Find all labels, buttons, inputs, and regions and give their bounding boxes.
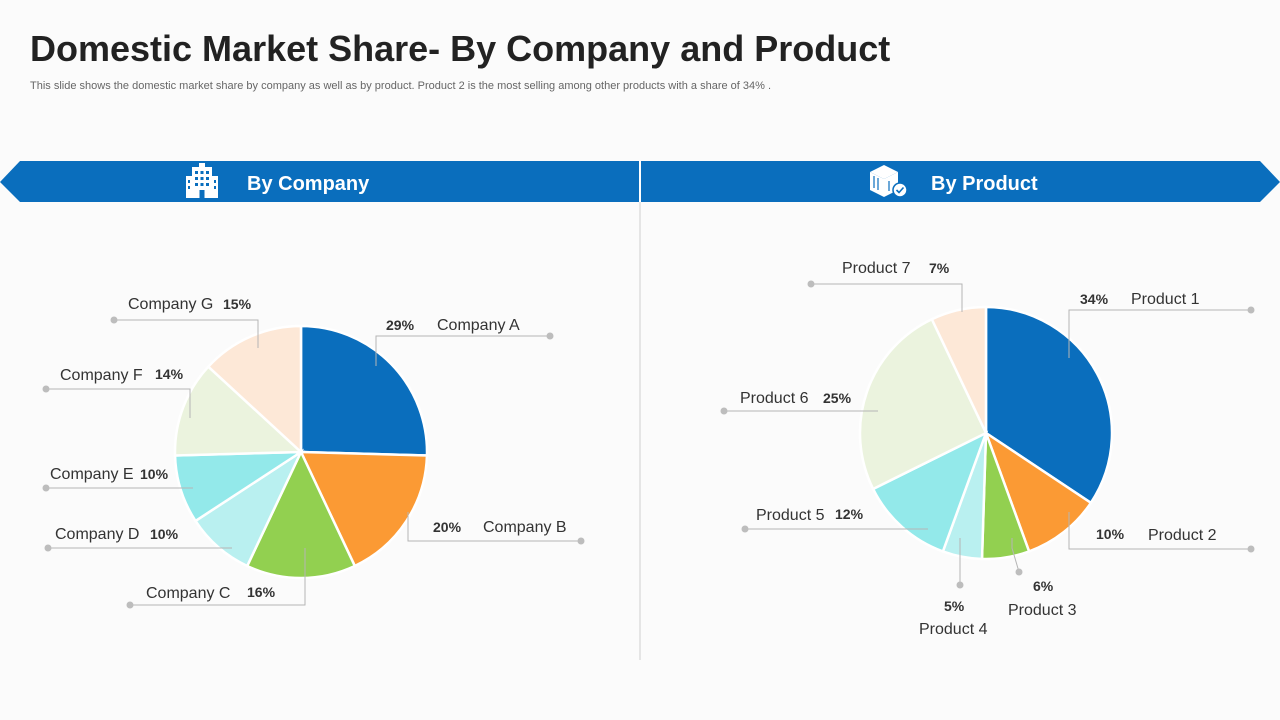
page-subtitle: This slide shows the domestic market sha… xyxy=(30,80,772,92)
data-label-product-2: 10% xyxy=(1096,526,1125,542)
leader-line-company-a xyxy=(375,335,550,366)
leader-line-company-g xyxy=(114,319,259,348)
building-icon xyxy=(186,163,218,198)
data-label-product-5: 12% xyxy=(835,506,864,522)
leader-dot-product-7 xyxy=(807,280,815,288)
leader-dot-company-f xyxy=(42,385,50,393)
category-label-product-6: Product 6 xyxy=(740,390,809,407)
category-label-product-1: Product 1 xyxy=(1131,291,1200,308)
section-banner: By Company By Product xyxy=(0,161,1280,202)
leader-line-company-f xyxy=(46,388,191,418)
data-label-company-f: 14% xyxy=(155,366,184,382)
leader-dot-company-b xyxy=(577,537,585,545)
pie-slice-company-f xyxy=(173,364,305,457)
data-label-product-3: 6% xyxy=(1033,578,1054,594)
banner-label-company: By Company xyxy=(247,173,370,195)
product-pie-chart: 34% Product 1 10% Product 2 6% Product 3 5% Pro… xyxy=(720,260,1255,638)
category-label-product-5: Product 5 xyxy=(756,507,825,524)
pie-slice-company-a xyxy=(299,324,429,457)
leader-line-company-b xyxy=(407,512,581,542)
pie-slice-product-6 xyxy=(858,317,988,491)
company-pie-chart: 29% Company A 20% Company B 16% Company C 10% C… xyxy=(42,296,585,609)
leader-dot-product-4 xyxy=(956,581,964,589)
pie-slice-company-b xyxy=(299,450,429,568)
pie-slice-company-c xyxy=(245,449,357,580)
category-label-company-d: Company D xyxy=(55,526,139,543)
banner-right xyxy=(641,161,1280,202)
data-label-company-b: 20% xyxy=(433,519,462,535)
leader-line-product-2 xyxy=(1068,512,1251,550)
banner-label-product: By Product xyxy=(931,173,1038,195)
leader-dot-company-a xyxy=(546,332,554,340)
data-label-company-d: 10% xyxy=(150,526,179,542)
category-label-company-a: Company A xyxy=(437,317,520,334)
category-label-company-g: Company G xyxy=(128,296,213,313)
leader-dot-product-2 xyxy=(1247,545,1255,553)
leader-dot-product-3 xyxy=(1015,568,1023,576)
data-label-company-e: 10% xyxy=(140,466,169,482)
pie-slice-product-7 xyxy=(930,305,988,434)
leader-line-company-c xyxy=(130,548,306,606)
leader-dot-company-e xyxy=(42,484,50,492)
category-label-product-3: Product 3 xyxy=(1008,602,1077,619)
leader-dot-product-6 xyxy=(720,407,728,415)
data-label-company-g: 15% xyxy=(223,296,252,312)
data-label-product-1: 34% xyxy=(1080,291,1109,307)
banner-left xyxy=(0,161,639,202)
data-label-product-4: 5% xyxy=(944,598,965,614)
leader-dot-company-c xyxy=(126,601,134,609)
data-label-company-c: 16% xyxy=(247,584,276,600)
data-label-product-7: 7% xyxy=(929,260,950,276)
leader-line-product-1 xyxy=(1068,309,1251,358)
category-label-company-c: Company C xyxy=(146,585,230,602)
leader-dot-product-1 xyxy=(1247,306,1255,314)
leader-line-product-3 xyxy=(1011,538,1020,573)
leader-line-product-7 xyxy=(811,283,963,312)
category-label-product-2: Product 2 xyxy=(1148,527,1217,544)
page-title: Domestic Market Share- By Company and Pr… xyxy=(30,28,891,69)
leader-dot-company-g xyxy=(110,316,118,324)
leader-dot-product-5 xyxy=(741,525,749,533)
pie-slice-product-2 xyxy=(983,429,1093,554)
category-label-company-b: Company B xyxy=(483,519,567,536)
category-label-company-f: Company F xyxy=(60,367,143,384)
box-check-icon xyxy=(870,165,908,198)
pie-slice-company-g xyxy=(206,324,303,455)
category-label-product-4: Product 4 xyxy=(919,621,988,638)
category-label-product-7: Product 7 xyxy=(842,260,911,277)
data-label-company-a: 29% xyxy=(386,317,415,333)
pie-slice-product-5 xyxy=(871,430,989,554)
category-label-company-e: Company E xyxy=(50,466,134,483)
data-label-product-6: 25% xyxy=(823,390,852,406)
leader-dot-company-d xyxy=(44,544,52,552)
